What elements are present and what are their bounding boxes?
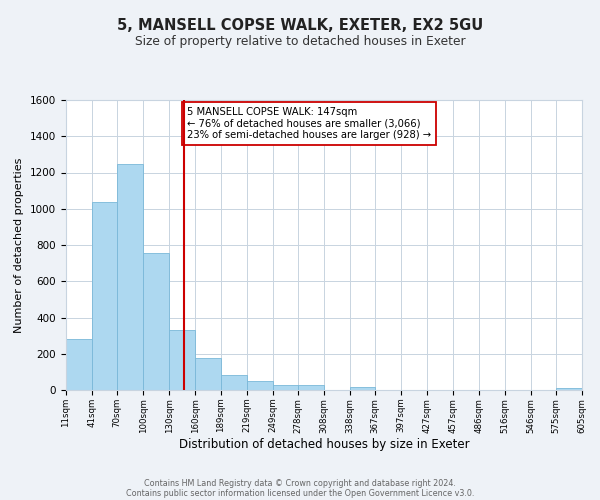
Bar: [92, 202, 117, 390]
Bar: [143, 253, 169, 390]
Bar: [298, 386, 324, 390]
Bar: [556, 388, 582, 390]
Bar: [66, 339, 92, 390]
Bar: [117, 164, 143, 390]
Text: Contains HM Land Registry data © Crown copyright and database right 2024.: Contains HM Land Registry data © Crown c…: [144, 478, 456, 488]
Text: Contains public sector information licensed under the Open Government Licence v3: Contains public sector information licen…: [126, 488, 474, 498]
Bar: [221, 374, 247, 390]
Bar: [247, 381, 273, 390]
Bar: [273, 384, 298, 390]
Text: 5 MANSELL COPSE WALK: 147sqm
← 76% of detached houses are smaller (3,066)
23% of: 5 MANSELL COPSE WALK: 147sqm ← 76% of de…: [187, 108, 431, 140]
X-axis label: Distribution of detached houses by size in Exeter: Distribution of detached houses by size …: [179, 438, 469, 451]
Text: Size of property relative to detached houses in Exeter: Size of property relative to detached ho…: [134, 35, 466, 48]
Bar: [350, 388, 375, 390]
Bar: [196, 358, 221, 390]
Y-axis label: Number of detached properties: Number of detached properties: [14, 158, 25, 332]
Bar: [169, 330, 196, 390]
Text: 5, MANSELL COPSE WALK, EXETER, EX2 5GU: 5, MANSELL COPSE WALK, EXETER, EX2 5GU: [117, 18, 483, 32]
